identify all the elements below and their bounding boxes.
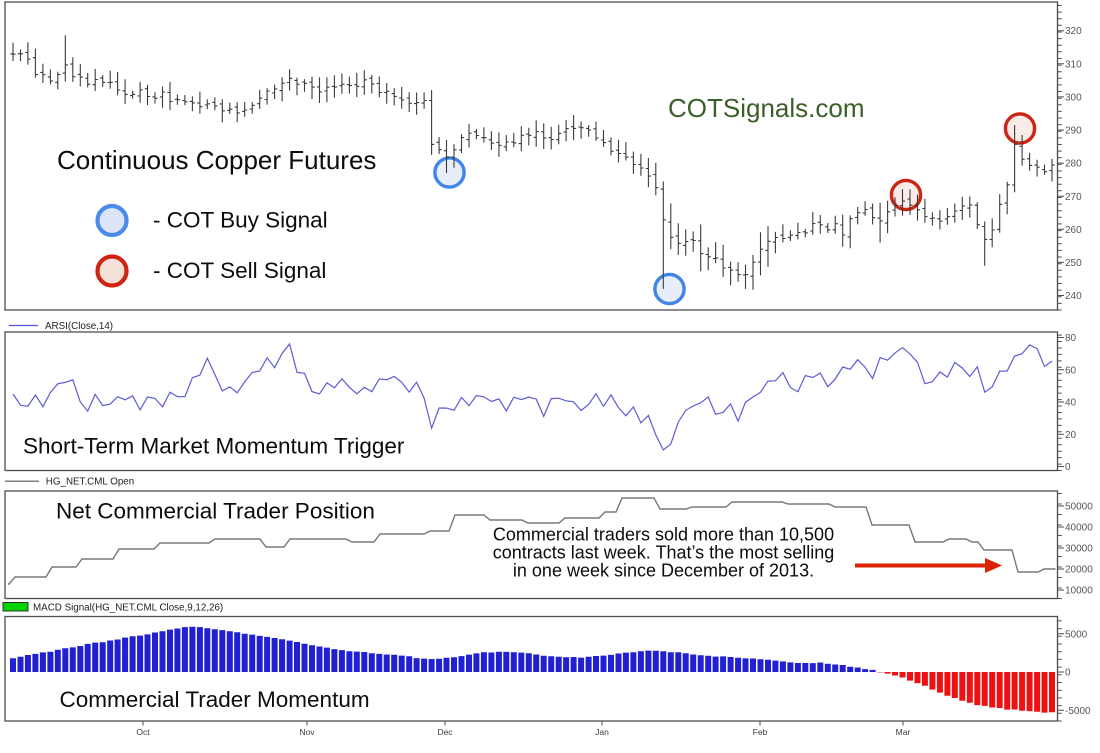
svg-text:320: 320 [1065, 26, 1082, 37]
svg-text:ARSI(Close,14): ARSI(Close,14) [45, 321, 113, 332]
svg-text:contracts last week. That’s th: contracts last week. That’s the most sel… [493, 543, 835, 563]
svg-text:310: 310 [1065, 59, 1082, 70]
svg-text:Jan: Jan [595, 727, 609, 737]
svg-text:0: 0 [1065, 462, 1071, 473]
svg-text:Commercial traders sold more t: Commercial traders sold more than 10,500 [493, 525, 834, 545]
svg-text:40: 40 [1065, 398, 1077, 409]
svg-text:10000: 10000 [1065, 586, 1093, 597]
svg-text:60: 60 [1065, 365, 1077, 376]
svg-text:Short-Term Market Momentum Tri: Short-Term Market Momentum Trigger [23, 434, 405, 459]
svg-text:Oct: Oct [136, 727, 150, 737]
svg-text:in one week since December of: in one week since December of 2013. [513, 561, 814, 581]
svg-text:290: 290 [1065, 126, 1082, 137]
svg-text:40000: 40000 [1065, 523, 1093, 534]
svg-text:Mar: Mar [896, 727, 911, 737]
svg-text:HG_NET.CML Open: HG_NET.CML Open [46, 477, 134, 488]
svg-text:Nov: Nov [299, 727, 315, 737]
svg-text:Feb: Feb [753, 727, 768, 737]
svg-text:20: 20 [1065, 430, 1077, 441]
svg-text:280: 280 [1065, 159, 1082, 170]
svg-text:240: 240 [1065, 291, 1082, 302]
svg-text:- COT Sell Signal: - COT Sell Signal [153, 258, 326, 283]
svg-text:270: 270 [1065, 192, 1082, 203]
svg-text:30000: 30000 [1065, 544, 1093, 555]
svg-text:260: 260 [1065, 225, 1082, 236]
svg-text:20000: 20000 [1065, 565, 1093, 576]
svg-text:Dec: Dec [437, 727, 453, 737]
svg-text:-5000: -5000 [1065, 706, 1091, 717]
svg-text:0: 0 [1065, 668, 1071, 679]
svg-text:5000: 5000 [1065, 629, 1088, 640]
svg-text:COTSignals.com: COTSignals.com [668, 93, 865, 123]
svg-text:Continuous Copper Futures: Continuous Copper Futures [57, 145, 376, 175]
svg-text:Net Commercial Trader Position: Net Commercial Trader Position [56, 499, 375, 524]
svg-text:MACD Signal(HG_NET.CML Close,9: MACD Signal(HG_NET.CML Close,9,12,26) [33, 603, 223, 614]
svg-text:300: 300 [1065, 93, 1082, 104]
svg-text:50000: 50000 [1065, 502, 1093, 513]
svg-text:250: 250 [1065, 258, 1082, 269]
svg-text:80: 80 [1065, 333, 1077, 344]
svg-text:- COT Buy Signal: - COT Buy Signal [153, 208, 328, 233]
svg-text:Commercial Trader Momentum: Commercial Trader Momentum [60, 687, 370, 712]
